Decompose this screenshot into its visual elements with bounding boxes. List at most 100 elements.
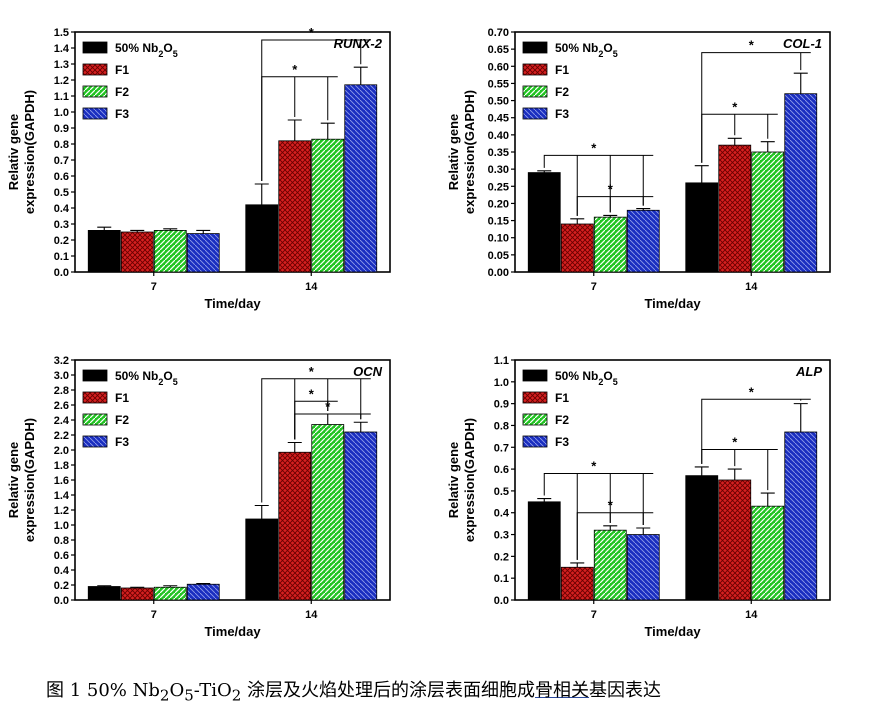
- significance-bracket: [261, 39, 371, 181]
- y-tick-label: 0.10: [488, 233, 509, 245]
- bar: [153, 586, 187, 601]
- y-tick-label: 0.55: [488, 78, 509, 90]
- plot-frame: [74, 31, 391, 273]
- legend-label: F1: [555, 63, 569, 77]
- error-bar: [793, 72, 808, 94]
- legend-swatch: [82, 413, 108, 426]
- y-tick-label: 0.00: [488, 267, 509, 279]
- legend-label: F2: [115, 85, 129, 99]
- bar: [626, 534, 660, 601]
- y-axis-title: Relativ gene expression(GAPDH): [6, 418, 37, 542]
- error-bar: [97, 226, 112, 231]
- error-bar: [320, 122, 335, 140]
- runx-2-chart: 0.0 0.1 0.2 0.3 0.4 0.5 0.6 0.7 0.8 0.9 1.0 1.1 1.2 1…: [6, 25, 391, 311]
- caption-segment: 基因表达: [589, 680, 662, 701]
- legend-swatch: [82, 107, 108, 120]
- alp-chart: 0.0 0.1 0.2 0.3 0.4 0.5 0.6 0.7 0.8 0.9 1.0 1.1 7 14 T…: [446, 355, 831, 639]
- plot-frame: [514, 359, 831, 601]
- y-tick-label: 0.70: [488, 27, 509, 39]
- error-bar: [537, 497, 552, 502]
- bar: [784, 93, 818, 273]
- y-tick-label: 0.9: [494, 399, 509, 411]
- legend-swatch: [82, 369, 108, 382]
- bar: [751, 151, 785, 273]
- error-bar: [130, 229, 145, 232]
- gene-label: ALP: [795, 364, 822, 379]
- x-tick-label: 14: [305, 609, 318, 621]
- bar: [120, 231, 154, 273]
- y-tick-label: 1.0: [54, 520, 69, 532]
- y-tick-label: 0.5: [494, 486, 509, 498]
- significance-bracket: [701, 52, 811, 163]
- y-tick-label: 0.50: [488, 96, 509, 108]
- caption-segment: 5: [184, 686, 194, 705]
- bar: [311, 424, 345, 601]
- legend-swatch: [522, 369, 548, 382]
- y-axis-title-line: expression(GAPDH): [462, 418, 477, 542]
- y-tick-label: 1.5: [54, 27, 69, 39]
- y-tick-label: 0.8: [54, 139, 69, 151]
- legend-label: F3: [115, 435, 129, 449]
- x-axis-title: Time/day: [204, 296, 261, 311]
- legend-label: F3: [115, 107, 129, 121]
- bar: [718, 144, 752, 273]
- legend-swatch: [82, 63, 108, 76]
- bar: [186, 583, 220, 601]
- y-axis-title: Relativ gene expression(GAPDH): [6, 90, 37, 214]
- legend-label: F3: [555, 107, 569, 121]
- y-axis-title-line: expression(GAPDH): [462, 90, 477, 214]
- x-tick-label: 7: [591, 281, 597, 293]
- y-tick-label: 1.4: [54, 43, 70, 55]
- bar: [626, 209, 660, 273]
- y-tick-label: 2.8: [54, 385, 69, 397]
- y-tick-label: 0.1: [494, 573, 509, 585]
- significance-mark: *: [309, 25, 315, 40]
- error-bar: [196, 582, 211, 585]
- error-bar: [570, 218, 585, 224]
- significance-mark: *: [608, 182, 614, 197]
- error-bar: [254, 504, 269, 519]
- alp-chart-panel: 0.0 0.1 0.2 0.3 0.4 0.5 0.6 0.7 0.8 0.9 1.0 1.1 7 14 T…: [440, 338, 880, 666]
- caption-segment: 图 1 50% Nb: [46, 680, 160, 701]
- y-tick-label: 0.2: [54, 235, 69, 247]
- legend-label: F3: [555, 435, 569, 449]
- error-bar: [287, 441, 302, 453]
- y-tick-label: 0.40: [488, 130, 509, 142]
- legend-swatch: [522, 107, 548, 120]
- bar: [527, 172, 561, 273]
- y-tick-label: 0.4: [494, 508, 510, 520]
- caption-segment: O: [169, 680, 185, 701]
- significance-mark: *: [292, 62, 298, 77]
- error-bar: [694, 466, 709, 476]
- error-bar: [760, 492, 775, 507]
- caption-segment: 涂层及火焰处理后的涂层表面细胞成: [241, 680, 536, 701]
- y-tick-label: 0.8: [54, 535, 69, 547]
- bar: [685, 475, 719, 601]
- bar: [245, 518, 279, 601]
- y-tick-label: 0.3: [54, 219, 69, 231]
- legend-label: F1: [555, 391, 569, 405]
- y-tick-label: 0.7: [494, 442, 509, 454]
- y-tick-label: 1.2: [54, 75, 69, 87]
- significance-mark: *: [749, 384, 755, 399]
- y-tick-label: 2.6: [54, 400, 69, 412]
- y-tick-label: 0.6: [494, 464, 509, 476]
- significance-bracket: [294, 413, 371, 440]
- y-tick-label: 0.60: [488, 61, 509, 73]
- error-bar: [727, 468, 742, 480]
- significance-bracket: [576, 196, 654, 216]
- legend-label: F1: [115, 63, 129, 77]
- significance-bracket: [543, 154, 654, 216]
- significance-mark: *: [325, 399, 331, 414]
- significance-mark: *: [608, 498, 614, 513]
- y-tick-label: 0.4: [54, 565, 70, 577]
- bar: [87, 229, 121, 273]
- y-axis-title: Relativ gene expression(GAPDH): [446, 418, 477, 542]
- error-bar: [320, 413, 335, 425]
- error-bar: [636, 208, 651, 211]
- y-tick-label: 0.25: [488, 181, 509, 193]
- legend-label: F2: [115, 413, 129, 427]
- y-tick-label: 0.0: [494, 595, 509, 607]
- caption-segment: 2: [231, 686, 242, 705]
- significance-mark: *: [591, 140, 597, 155]
